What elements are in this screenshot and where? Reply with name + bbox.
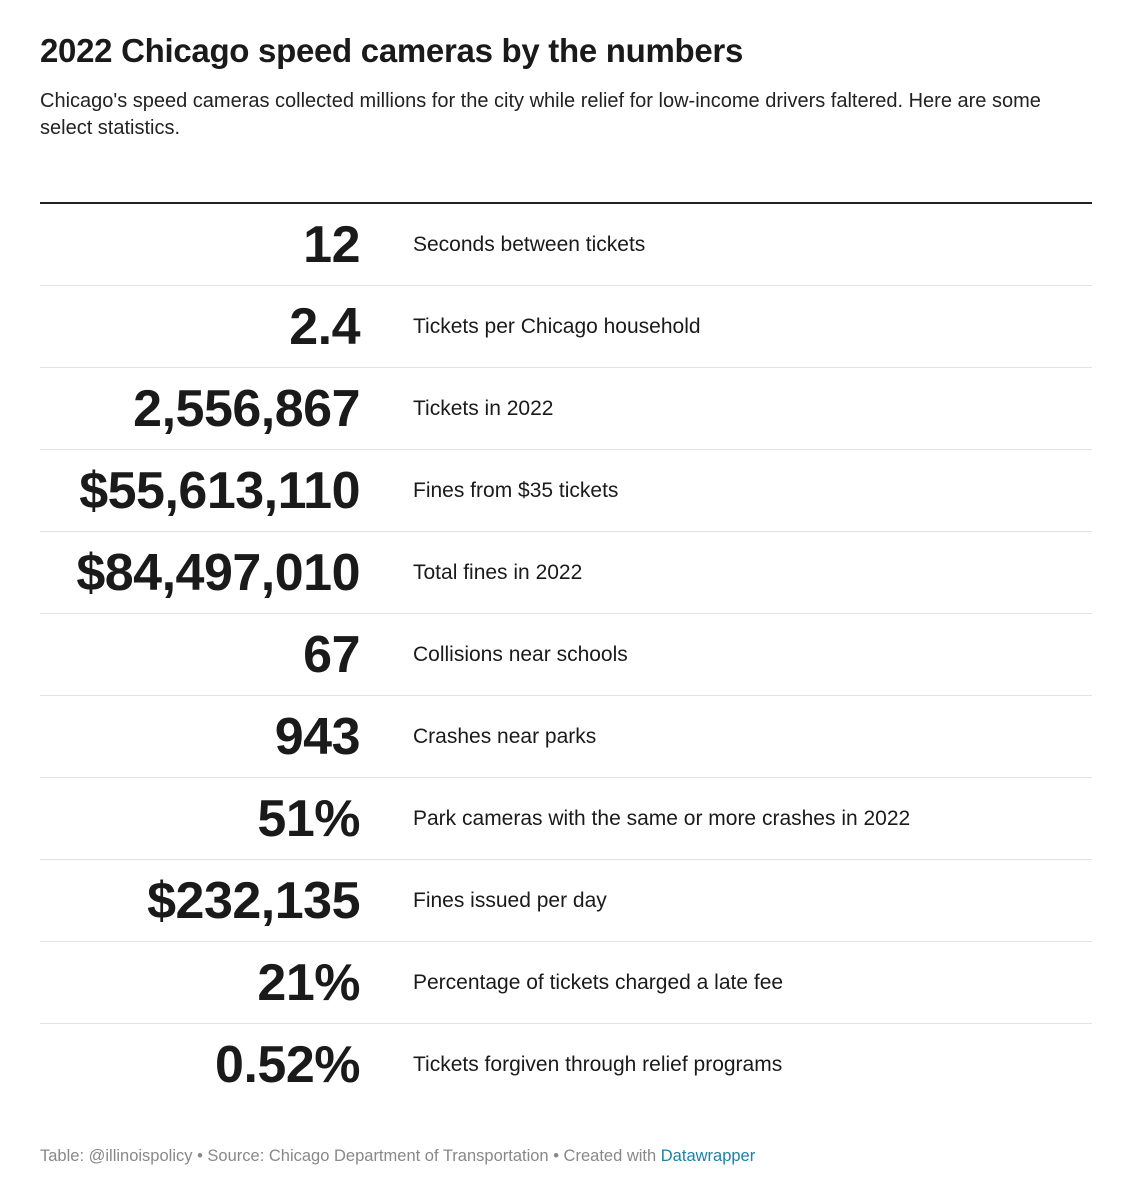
stat-value: $232,135: [147, 871, 360, 930]
stat-label: Tickets in 2022: [413, 396, 554, 420]
footer-credits: Table: @illinoispolicy • Source: Chicago…: [40, 1147, 661, 1165]
stat-value: $55,613,110: [79, 461, 360, 520]
table-row: 2,556,867 Tickets in 2022: [40, 368, 1092, 450]
stat-value: 2.4: [289, 297, 360, 356]
chart-title: 2022 Chicago speed cameras by the number…: [40, 32, 744, 69]
stat-label: Seconds between tickets: [413, 232, 646, 256]
stat-value: $84,497,010: [76, 543, 360, 602]
stat-value: 2,556,867: [133, 379, 360, 438]
stat-value: 0.52%: [215, 1036, 360, 1094]
table-row: 0.52% Tickets forgiven through relief pro…: [40, 1024, 1092, 1106]
stat-value: 12: [303, 215, 360, 274]
stat-label: Park cameras with the same or more crash…: [413, 806, 911, 830]
stat-value: 21%: [257, 953, 360, 1012]
datawrapper-link[interactable]: Datawrapper: [660, 1147, 756, 1165]
stats-table: 12 Seconds between tickets 2.4 Tickets per …: [40, 202, 1092, 1106]
stat-label: Tickets per Chicago household: [413, 314, 701, 338]
stat-label: Tickets forgiven through relief programs: [413, 1053, 783, 1076]
stat-label: Collisions near schools: [413, 642, 628, 666]
table-row: $55,613,110 Fines from $35 tickets: [40, 450, 1092, 532]
table-row: 67 Collisions near schools: [40, 614, 1092, 696]
stat-value: 943: [274, 707, 361, 766]
table-row: $232,135 Fines issued per day: [40, 860, 1092, 942]
stat-label: Total fines in 2022: [413, 560, 583, 584]
table-row: 2.4 Tickets per Chicago household: [40, 286, 1092, 368]
table-row: 12 Seconds between tickets: [40, 204, 1092, 286]
table-row: 51% Park cameras with the same or more cr…: [40, 778, 1092, 860]
stat-value: 67: [303, 625, 360, 684]
stat-value: 51%: [257, 789, 360, 848]
table-row: $84,497,010 Total fines in 2022: [40, 532, 1092, 614]
stat-label: Fines from $35 tickets: [413, 478, 619, 502]
chart-footer: Table: @illinoispolicy • Source: Chicago…: [40, 1145, 1090, 1167]
stat-label: Percentage of tickets charged a late fee: [413, 970, 784, 994]
table-row: 943 Crashes near parks: [40, 696, 1092, 778]
stat-label: Crashes near parks: [413, 724, 597, 748]
chart-subtitle: Chicago's speed cameras collected millio…: [40, 90, 1041, 139]
stat-label: Fines issued per day: [413, 888, 607, 912]
table-row: 21% Percentage of tickets charged a late …: [40, 942, 1092, 1024]
